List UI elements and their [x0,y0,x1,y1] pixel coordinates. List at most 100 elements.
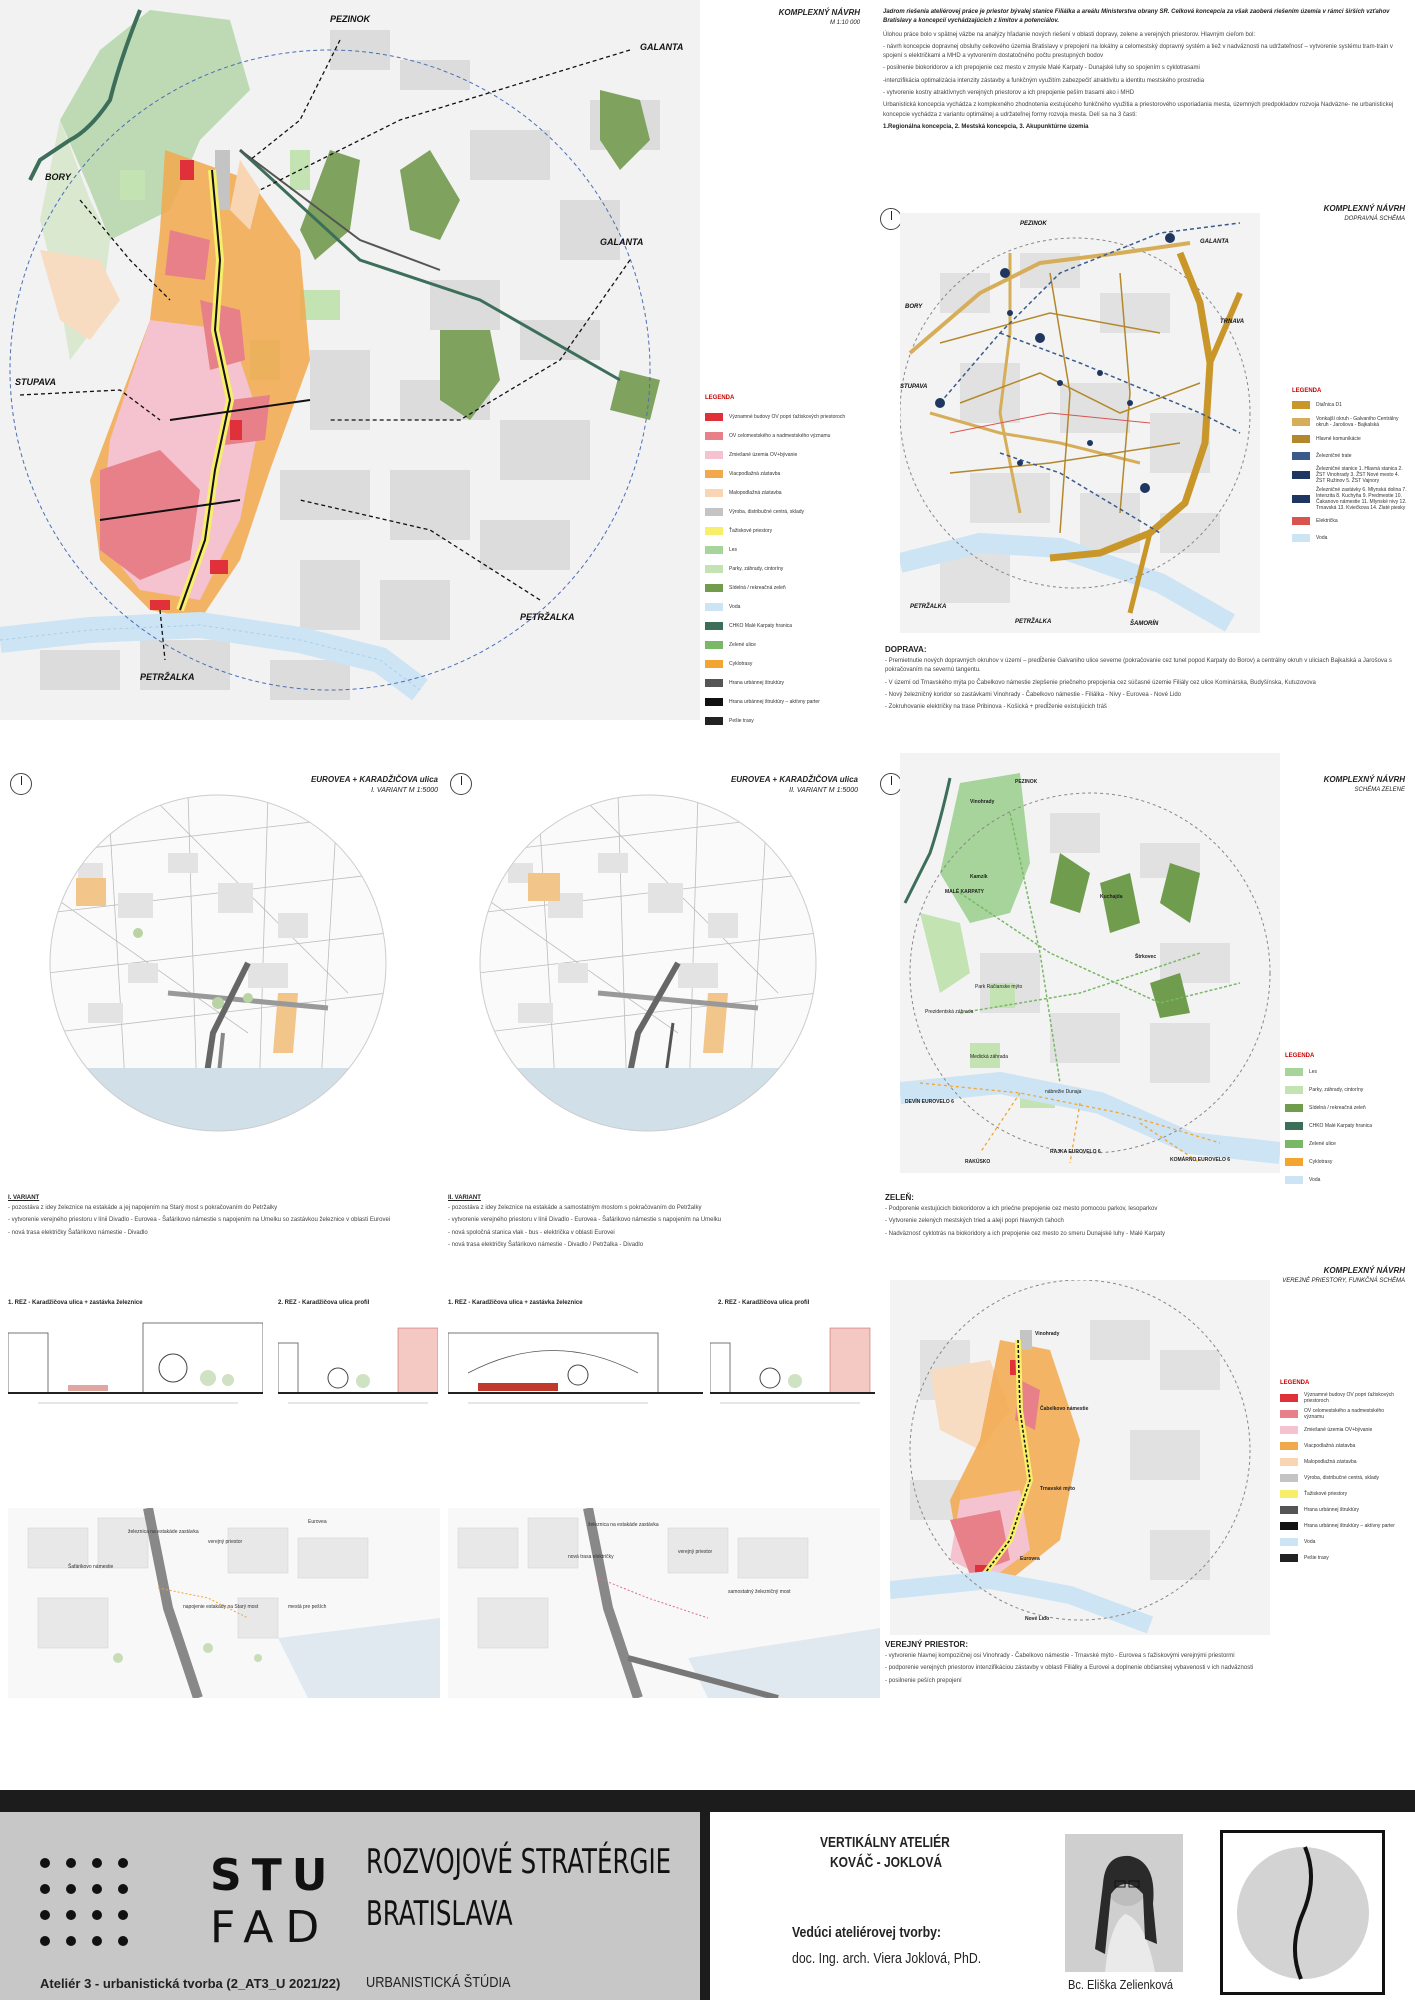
legend-swatch [705,545,723,554]
gr-komarno: KOMÁRNO EUROVELO 6 [1170,1156,1230,1163]
legend-label: Sídelná / rekreačná zeleň [729,584,786,591]
pub-vinohrady: Vinohrady [1035,1331,1060,1337]
legend-label: OV celomestského a nadmestského významu [729,432,831,439]
v1-axo-label-3: Eurovea [308,1519,327,1525]
public-legend: LEGENDA Významné budovy OV popri ťažisko… [1280,1380,1405,1566]
variant1-heading: I. VARIANT [8,1195,40,1201]
green-legend-list: Les Parky, záhrady, cintoríny Sídelná / re… [1285,1063,1405,1189]
gr-nabrezie: nábrežie Dunaja [1045,1089,1082,1095]
legend-label: Voda [1304,1539,1316,1545]
logo-stu: STU [210,1850,338,1901]
public-item: - podporenie verejných priestorov intenz… [885,1665,1254,1672]
gr-devin: DEVÍN EUROVELO 6 [905,1097,954,1105]
dir-bory: BORY [45,172,72,182]
green-legend-item: Sídelná / rekreačná zeleň [1285,1099,1405,1117]
legend-swatch [1285,1086,1303,1094]
variant2-axonometry: železnica na estakáde zastávka nová tras… [448,1508,880,1698]
dir-pezinok: PEZINOK [330,14,372,24]
main-map-scale: M 1:10 000 [829,20,860,26]
legend-swatch [1280,1490,1298,1498]
v1-axo-label-4: napojenie estakády na Starý most [183,1604,259,1610]
main_map-legend-item: Voda [705,597,865,616]
legend-label: Hrana urbánnej štruktúry – aktívny parte… [729,698,820,705]
doprava-item: - Nový železničný koridor so zastávkami … [885,691,1182,698]
tr-samorin: ŠAMORÍN [1130,619,1159,627]
legend-swatch [1285,1158,1303,1166]
legend-label: Malopodlažná zástavba [729,489,782,496]
footer-bar-top [0,1790,1415,1812]
gr-rakusko: RAKÚSKO [965,1158,990,1165]
legend-swatch [705,526,723,535]
legend-label: Zelené ulice [1309,1141,1336,1147]
legend-label: Zmiešané územia OV+bývanie [729,451,798,458]
legend-swatch [1285,1140,1303,1148]
gr-park-racianske: Park Račianske mýto [975,984,1022,990]
green-item: - Podporenie exstujúcich biokoridorov a … [885,1206,1158,1212]
green-legend-item: Cyklotrasy [1285,1153,1405,1171]
v1-axo-label-2: verejný priestor [208,1539,243,1545]
intro-paragraph: - vytvorenie kostry atraktívnych verejný… [883,90,1135,97]
variant2-scale: II. VARIANT M 1:5000 [789,787,858,794]
public-legend-item: Ťažiskové priestory [1280,1486,1405,1502]
legend-label: Hrana urbánnej štruktúry – aktívny parte… [1304,1523,1395,1529]
variant1-item: - nová trasa električky Šafárikovo námes… [8,1229,148,1236]
v1-axo-label-5: mestá pre peších [288,1604,327,1610]
intro-paragraph: - posilnenie biokoridorov a ich prepojen… [883,65,1200,72]
main_map-legend-item: Cyklotrasy [705,654,865,673]
public-title: KOMPLEXNÝ NÁVRH [1323,1266,1405,1275]
public-list: - vytvorenie hlavnej kompozičnej osi Vin… [885,1652,1405,1686]
legend-label: Voda [1316,535,1328,541]
variant1-list: - pozostáva z idey železnice na estakáde… [8,1204,433,1238]
public-legend-item: Zmiešané územia OV+bývanie [1280,1422,1405,1438]
author-name: Bc. Eliška Zelienková [1068,1977,1174,1992]
public-legend-item: Viacpodlažná zástavba [1280,1438,1405,1454]
tr-petrzalka-2: PETRŽALKA [1015,617,1051,625]
legend-label: Viacpodlažná zástavba [1304,1443,1356,1449]
legend-swatch [705,431,723,440]
legend-label: CHKO Malé Karpaty hranica [729,622,793,629]
legend-label: Pešie trasy [1304,1555,1329,1561]
footer-info-block: VERTIKÁLNY ATELIÉR KOVÁČ - JOKLOVÁ Vedúc… [710,1812,1415,2000]
legend-label: Diaľnica D1 [1316,402,1342,408]
legend-label: Parky, záhrady, cintoríny [729,565,784,572]
legend-label: CHKO Malé Karpaty hranica [1309,1123,1373,1129]
variant1-item: - pozostáva z idey železnice na estakáde… [8,1205,278,1211]
legend-label: Železničné stanice 1. Hlavná stanica 2. … [1316,466,1403,484]
main-map-legend-list: Významné budovy OV popri ťažiskových pri… [705,407,865,730]
dir-galanta-1: GALANTA [640,42,683,52]
variant1-scale: I. VARIANT M 1:5000 [371,787,438,794]
transport-legend: LEGENDA Diaľnica D1 Vonkajší okruh - Galv… [1292,388,1407,548]
main-map-legend-title: LEGENDA [705,395,735,401]
legend-swatch [705,640,723,649]
gr-kamzik: Kamzík [970,874,988,880]
legend-label: Pešie trasy [729,717,754,724]
legend-swatch [705,697,723,706]
legend-label: Cyklotrasy [729,660,753,667]
project-title-1: ROZVOJOVÉ STRATÉRGIE [366,1842,672,1882]
gr-medicka: Medická záhrada [970,1054,1008,1060]
legend-label: Vonkajší okruh - Galvaniho Centrálny okr… [1316,416,1399,428]
main-map-legend: LEGENDA Významné budovy OV popri ťažisko… [705,395,865,730]
gr-pezinok: PEZINOK [1015,779,1038,785]
legend-swatch [705,583,723,592]
legend-label: Hrana urbánnej štruktúry [729,679,785,686]
green-map: Vinohrady PEZINOK Kamzík MALÉ KARPATY Ku… [900,753,1280,1173]
green-item: - Vytvorenie zelených mestských tried a … [885,1218,1064,1225]
legend-swatch [705,450,723,459]
intro-paragraph: - návrh koncepcie dopravnej obsluhy celk… [883,43,1393,60]
green-heading: ZELEŇ: [885,1193,914,1202]
variant1-map [49,794,387,1132]
green-item: - Nadväznosť cyklotrás na biokoridory a … [885,1230,1166,1237]
variant1-rez1-title: 1. REZ - Karadžičova ulica + zastávka že… [8,1300,143,1306]
green-title: KOMPLEXNÝ NÁVRH [1323,775,1405,784]
legend-label: Viacpodlažná zástavba [729,470,781,477]
variant2-map [479,794,817,1132]
intro-paragraphs: Úlohou práce bolo v spätnej väzbe na ana… [883,31,1408,120]
legend-label: Výroba, distribučné centrá, sklady [729,508,805,515]
legend-label: Sídelná / rekreačná zeleň [1309,1105,1366,1111]
legend-swatch [705,469,723,478]
legend-swatch [1292,401,1310,409]
tr-galanta: GALANTA [1200,239,1229,245]
intro-parts: 1.Regionálna koncepcia, 2. Mestská konce… [883,123,1089,130]
gr-vinohrady: Vinohrady [970,799,995,805]
